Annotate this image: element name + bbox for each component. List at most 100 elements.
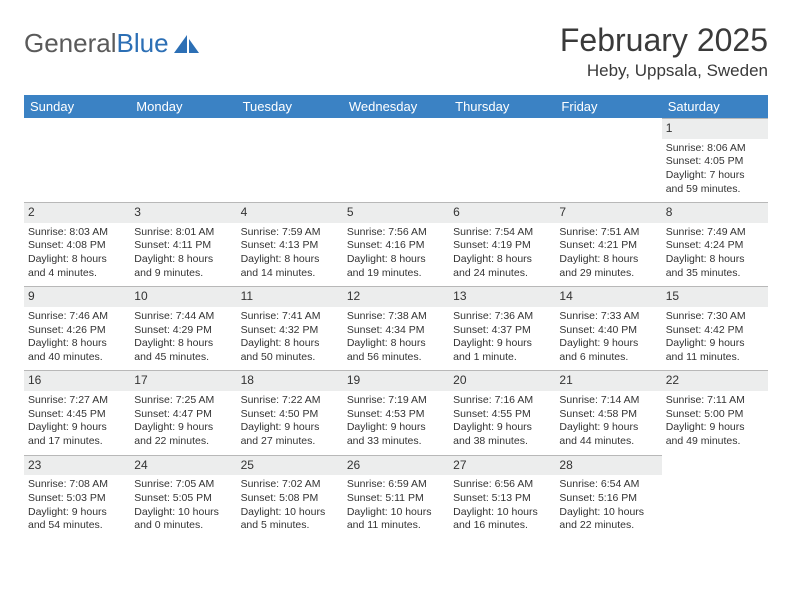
daylight-line: Daylight: 10 hours and 11 minutes.: [347, 506, 445, 533]
sunset-line: Sunset: 5:03 PM: [28, 492, 126, 506]
sunset-line: Sunset: 4:47 PM: [134, 408, 232, 422]
sunrise-line: Sunrise: 7:59 AM: [241, 226, 339, 240]
day-cell: 5Sunrise: 7:56 AMSunset: 4:16 PMDaylight…: [343, 202, 449, 286]
sunset-line: Sunset: 4:24 PM: [666, 239, 764, 253]
logo-sail-icon: [173, 33, 201, 55]
weekday-header: Tuesday: [237, 95, 343, 118]
sunrise-line: Sunrise: 7:25 AM: [134, 394, 232, 408]
sunset-line: Sunset: 4:19 PM: [453, 239, 551, 253]
sunrise-line: Sunrise: 7:56 AM: [347, 226, 445, 240]
day-cell: 22Sunrise: 7:11 AMSunset: 5:00 PMDayligh…: [662, 370, 768, 454]
day-cell: 19Sunrise: 7:19 AMSunset: 4:53 PMDayligh…: [343, 370, 449, 454]
sunrise-line: Sunrise: 7:11 AM: [666, 394, 764, 408]
daylight-line: Daylight: 9 hours and 54 minutes.: [28, 506, 126, 533]
sunset-line: Sunset: 5:00 PM: [666, 408, 764, 422]
sunset-line: Sunset: 4:40 PM: [559, 324, 657, 338]
sunset-line: Sunset: 4:34 PM: [347, 324, 445, 338]
daylight-line: Daylight: 9 hours and 11 minutes.: [666, 337, 764, 364]
daylight-line: Daylight: 9 hours and 17 minutes.: [28, 421, 126, 448]
day-number: 22: [662, 370, 768, 391]
sunset-line: Sunset: 4:50 PM: [241, 408, 339, 422]
weekday-header: Friday: [555, 95, 661, 118]
sunrise-line: Sunrise: 7:54 AM: [453, 226, 551, 240]
week-row: 16Sunrise: 7:27 AMSunset: 4:45 PMDayligh…: [24, 370, 768, 454]
day-cell: .: [24, 118, 130, 202]
day-cell: .: [449, 118, 555, 202]
day-cell: 12Sunrise: 7:38 AMSunset: 4:34 PMDayligh…: [343, 286, 449, 370]
daylight-line: Daylight: 10 hours and 16 minutes.: [453, 506, 551, 533]
day-cell: 2Sunrise: 8:03 AMSunset: 4:08 PMDaylight…: [24, 202, 130, 286]
sunrise-line: Sunrise: 7:38 AM: [347, 310, 445, 324]
day-cell: 3Sunrise: 8:01 AMSunset: 4:11 PMDaylight…: [130, 202, 236, 286]
sunrise-line: Sunrise: 7:14 AM: [559, 394, 657, 408]
daylight-line: Daylight: 9 hours and 1 minute.: [453, 337, 551, 364]
daylight-line: Daylight: 9 hours and 33 minutes.: [347, 421, 445, 448]
sunset-line: Sunset: 4:11 PM: [134, 239, 232, 253]
day-number: 9: [24, 286, 130, 307]
sunset-line: Sunset: 4:37 PM: [453, 324, 551, 338]
day-number: 21: [555, 370, 661, 391]
daylight-line: Daylight: 8 hours and 29 minutes.: [559, 253, 657, 280]
sunset-line: Sunset: 4:42 PM: [666, 324, 764, 338]
daylight-line: Daylight: 8 hours and 45 minutes.: [134, 337, 232, 364]
day-number: 6: [449, 202, 555, 223]
day-number: 8: [662, 202, 768, 223]
daylight-line: Daylight: 8 hours and 4 minutes.: [28, 253, 126, 280]
sunset-line: Sunset: 4:26 PM: [28, 324, 126, 338]
sunrise-line: Sunrise: 6:56 AM: [453, 478, 551, 492]
logo-text-general: General: [24, 28, 117, 59]
sunrise-line: Sunrise: 7:41 AM: [241, 310, 339, 324]
day-number: 20: [449, 370, 555, 391]
day-cell: 6 Sunrise: 7:54 AMSunset: 4:19 PMDaylight…: [449, 202, 555, 286]
day-cell: 9Sunrise: 7:46 AMSunset: 4:26 PMDaylight…: [24, 286, 130, 370]
day-cell: 27Sunrise: 6:56 AMSunset: 5:13 PMDayligh…: [449, 455, 555, 539]
day-cell: 26Sunrise: 6:59 AMSunset: 5:11 PMDayligh…: [343, 455, 449, 539]
sunrise-line: Sunrise: 7:33 AM: [559, 310, 657, 324]
daylight-line: Daylight: 9 hours and 38 minutes.: [453, 421, 551, 448]
day-cell: .: [237, 118, 343, 202]
sunrise-line: Sunrise: 7:02 AM: [241, 478, 339, 492]
daylight-line: Daylight: 10 hours and 22 minutes.: [559, 506, 657, 533]
day-cell: .: [662, 455, 768, 539]
daylight-line: Daylight: 8 hours and 40 minutes.: [28, 337, 126, 364]
day-number: 25: [237, 455, 343, 476]
day-number: 12: [343, 286, 449, 307]
week-row: 2Sunrise: 8:03 AMSunset: 4:08 PMDaylight…: [24, 202, 768, 286]
day-cell: 24Sunrise: 7:05 AMSunset: 5:05 PMDayligh…: [130, 455, 236, 539]
day-cell: 15Sunrise: 7:30 AMSunset: 4:42 PMDayligh…: [662, 286, 768, 370]
sunrise-line: Sunrise: 7:36 AM: [453, 310, 551, 324]
sunrise-line: Sunrise: 7:49 AM: [666, 226, 764, 240]
sunrise-line: Sunrise: 7:44 AM: [134, 310, 232, 324]
day-cell: .: [555, 118, 661, 202]
day-cell: 17Sunrise: 7:25 AMSunset: 4:47 PMDayligh…: [130, 370, 236, 454]
day-number: 27: [449, 455, 555, 476]
day-number: 28: [555, 455, 661, 476]
sunset-line: Sunset: 5:05 PM: [134, 492, 232, 506]
week-row: ......1Sunrise: 8:06 AMSunset: 4:05 PMDa…: [24, 118, 768, 202]
day-number: 3: [130, 202, 236, 223]
sunrise-line: Sunrise: 7:51 AM: [559, 226, 657, 240]
daylight-line: Daylight: 9 hours and 44 minutes.: [559, 421, 657, 448]
day-cell: 21Sunrise: 7:14 AMSunset: 4:58 PMDayligh…: [555, 370, 661, 454]
day-cell: 20Sunrise: 7:16 AMSunset: 4:55 PMDayligh…: [449, 370, 555, 454]
daylight-line: Daylight: 8 hours and 24 minutes.: [453, 253, 551, 280]
sunset-line: Sunset: 4:29 PM: [134, 324, 232, 338]
header: GeneralBlue February 2025 Heby, Uppsala,…: [24, 22, 768, 81]
day-number: 14: [555, 286, 661, 307]
day-number: 4: [237, 202, 343, 223]
day-cell: 18Sunrise: 7:22 AMSunset: 4:50 PMDayligh…: [237, 370, 343, 454]
daylight-line: Daylight: 8 hours and 50 minutes.: [241, 337, 339, 364]
daylight-line: Daylight: 7 hours and 59 minutes.: [666, 169, 764, 196]
day-cell: 14Sunrise: 7:33 AMSunset: 4:40 PMDayligh…: [555, 286, 661, 370]
daylight-line: Daylight: 9 hours and 27 minutes.: [241, 421, 339, 448]
day-number: 16: [24, 370, 130, 391]
sunrise-line: Sunrise: 8:01 AM: [134, 226, 232, 240]
day-cell: 23Sunrise: 7:08 AMSunset: 5:03 PMDayligh…: [24, 455, 130, 539]
weekday-header: Monday: [130, 95, 236, 118]
sunset-line: Sunset: 5:11 PM: [347, 492, 445, 506]
day-number: 2: [24, 202, 130, 223]
sunset-line: Sunset: 4:21 PM: [559, 239, 657, 253]
sunrise-line: Sunrise: 7:22 AM: [241, 394, 339, 408]
sunrise-line: Sunrise: 6:54 AM: [559, 478, 657, 492]
weekday-header: Wednesday: [343, 95, 449, 118]
